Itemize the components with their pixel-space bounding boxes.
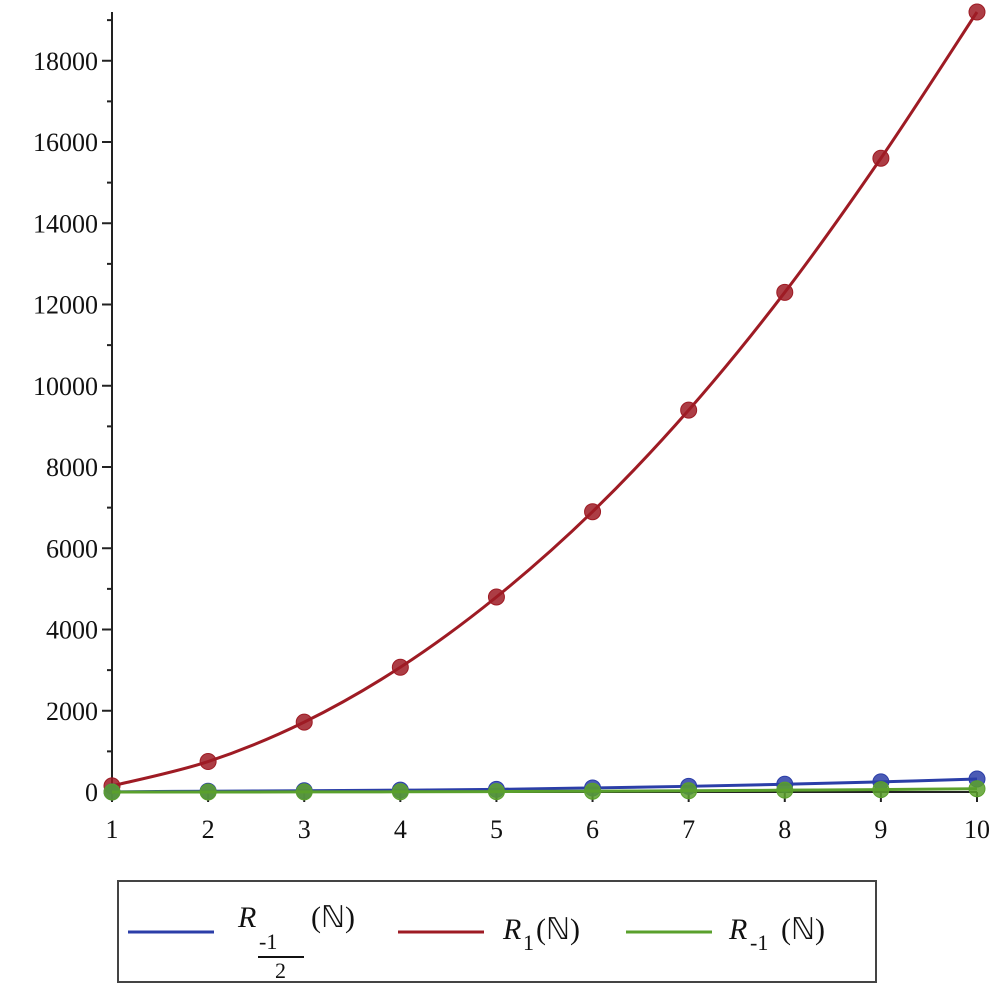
x-tick-label: 7: [682, 815, 695, 844]
x-tick-label: 9: [874, 815, 887, 844]
y-tick-label: 2000: [46, 697, 98, 726]
x-tick-label: 2: [202, 815, 215, 844]
x-tick-label: 6: [586, 815, 599, 844]
legend-label-r-neg-one-base: R: [728, 913, 747, 946]
x-tick-label: 8: [778, 815, 791, 844]
data-point-r_neg_one: [584, 782, 602, 800]
data-point-r_one: [584, 503, 602, 521]
x-tick-label: 1: [106, 815, 119, 844]
data-point-r_one: [968, 3, 986, 21]
series-r_neg_one: [103, 780, 986, 801]
series-r_one: [103, 3, 986, 795]
data-point-r_neg_one: [199, 783, 217, 801]
data-point-r_neg_one: [391, 783, 409, 801]
axes: 0 2000 4000 6000 8000 10000 12000 14000 16000 180…: [33, 12, 990, 844]
legend-label-r-one-arg: (ℕ): [536, 913, 580, 946]
x-tick-label: 10: [964, 815, 990, 844]
data-point-r_one: [680, 401, 698, 419]
data-point-r_one: [295, 713, 313, 731]
y-tick-label: 12000: [33, 291, 98, 320]
y-tick-label: 14000: [33, 209, 98, 238]
series-line-r_neg_one: [111, 787, 978, 794]
data-point-r_one: [776, 283, 794, 301]
legend-box: [117, 880, 877, 983]
data-point-r_neg_one: [968, 780, 986, 798]
series-r_neg_half: [103, 770, 986, 801]
y-tick-label: 10000: [33, 372, 98, 401]
data-point-r_neg_one: [776, 781, 794, 799]
data-point-r_one: [872, 149, 890, 167]
legend-label-r-neg-one-sub: -1: [750, 930, 768, 955]
data-point-r_neg_one: [872, 781, 890, 799]
y-tick-label: 0: [85, 778, 98, 807]
legend-label-r-neg-half-arg: (ℕ): [311, 901, 355, 934]
legend-label-r-one-base: R: [502, 913, 521, 946]
data-point-r_neg_one: [680, 782, 698, 800]
y-tick-label: 4000: [46, 616, 98, 645]
y-tick-label: 16000: [33, 128, 98, 157]
data-point-r_one: [199, 753, 217, 771]
legend-label-r-neg-one-arg: (ℕ): [781, 913, 825, 946]
data-point-r_neg_one: [103, 783, 121, 801]
data-point-r_one: [391, 658, 409, 676]
data-point-r_neg_one: [487, 783, 505, 801]
series-line-r_one: [111, 11, 979, 788]
y-tick-label: 8000: [46, 453, 98, 482]
data-point-r_one: [487, 588, 505, 606]
y-tick-label: 6000: [46, 534, 98, 563]
legend-label-r-neg-half-base: R: [237, 901, 256, 934]
legend-label-r-neg-half-sub-num: -1: [259, 929, 277, 954]
legend-label-r-neg-half-sub-den: 2: [275, 958, 286, 983]
y-tick-label: 18000: [33, 47, 98, 76]
data-point-r_neg_one: [295, 783, 313, 801]
x-tick-label: 4: [394, 815, 407, 844]
legend-label-r-one-sub: 1: [523, 930, 534, 955]
legend: R -1 2 (ℕ) R 1 (ℕ) R -1 (ℕ): [117, 880, 877, 983]
series-layer: [103, 3, 986, 801]
x-tick-label: 5: [490, 815, 503, 844]
x-tick-label: 3: [298, 815, 311, 844]
